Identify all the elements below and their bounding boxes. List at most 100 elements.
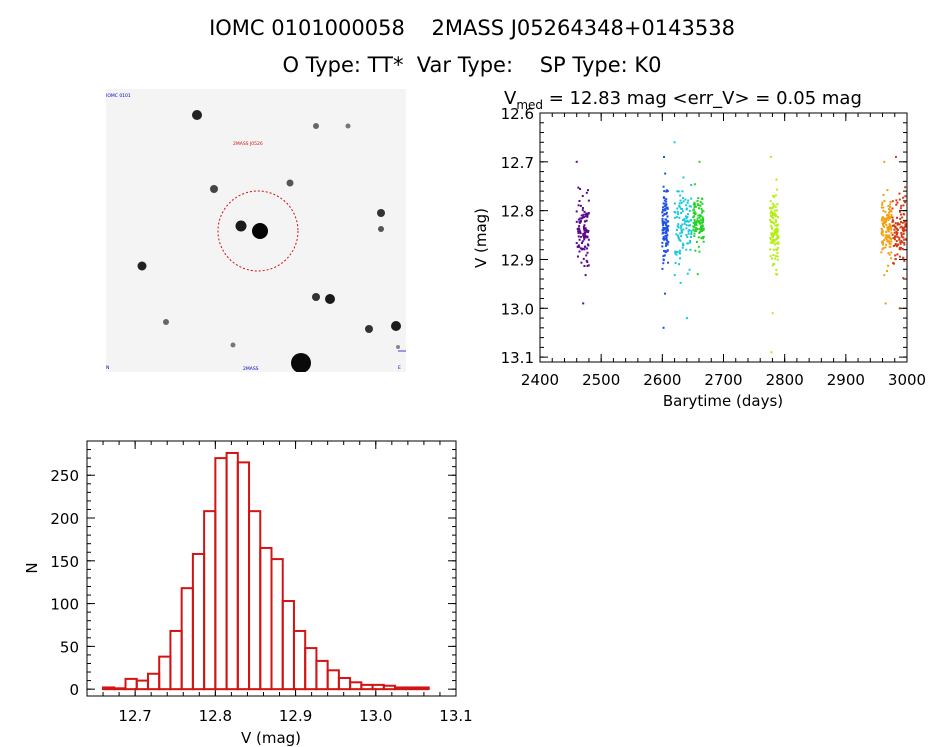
data-point xyxy=(661,267,664,270)
data-point xyxy=(896,223,899,226)
data-point xyxy=(693,203,696,206)
data-point xyxy=(777,242,780,245)
histogram-bar xyxy=(191,552,206,691)
data-point xyxy=(665,212,668,215)
data-point xyxy=(774,205,777,208)
data-point xyxy=(665,239,668,242)
data-point xyxy=(579,247,582,250)
data-point xyxy=(772,263,775,266)
data-point xyxy=(586,229,589,232)
data-point xyxy=(902,230,905,233)
data-point xyxy=(773,195,776,198)
data-point xyxy=(664,292,667,295)
data-point xyxy=(686,236,689,239)
data-point xyxy=(697,197,700,200)
data-point xyxy=(694,220,697,223)
data-point xyxy=(883,160,886,163)
data-point xyxy=(900,239,903,242)
data-point xyxy=(899,217,902,220)
x-tick-label: 13.0 xyxy=(359,707,392,725)
data-point xyxy=(581,247,584,250)
data-point xyxy=(773,240,776,243)
title-subscript: med xyxy=(516,98,543,112)
data-point xyxy=(882,206,885,209)
data-point xyxy=(666,240,669,243)
data-point xyxy=(887,236,890,239)
data-point xyxy=(664,227,667,230)
data-point xyxy=(576,255,579,258)
data-point xyxy=(891,207,894,210)
data-point xyxy=(774,238,777,241)
data-point xyxy=(880,251,883,254)
data-point xyxy=(885,243,888,246)
histogram-bar xyxy=(225,451,239,691)
data-point xyxy=(891,216,894,219)
data-point xyxy=(682,197,685,200)
histogram-bar xyxy=(416,686,430,691)
data-point xyxy=(667,225,670,228)
data-point xyxy=(682,243,685,246)
data-point xyxy=(697,236,700,239)
data-point xyxy=(584,227,587,230)
data-point xyxy=(885,236,888,239)
data-point xyxy=(774,254,777,257)
y-tick-label: 100 xyxy=(50,596,79,614)
data-point xyxy=(586,235,589,238)
histogram-bar xyxy=(203,510,217,691)
data-point xyxy=(685,224,688,227)
histogram-bar xyxy=(113,687,127,691)
data-point xyxy=(894,222,897,225)
data-point xyxy=(701,229,704,232)
data-point xyxy=(681,223,684,226)
data-point xyxy=(681,207,684,210)
data-point xyxy=(578,228,581,231)
data-point xyxy=(776,224,779,227)
data-point xyxy=(701,209,704,212)
data-point xyxy=(773,243,776,246)
data-point xyxy=(702,227,705,230)
data-point xyxy=(887,215,890,218)
data-point xyxy=(890,228,893,231)
data-point xyxy=(689,224,692,227)
data-point xyxy=(576,245,579,248)
data-point xyxy=(693,219,696,222)
data-point xyxy=(585,230,588,233)
histogram-bar xyxy=(180,587,194,691)
histogram-bar xyxy=(236,461,251,691)
data-point xyxy=(663,209,666,212)
histogram-bar xyxy=(124,677,138,691)
data-point xyxy=(662,206,665,209)
data-point xyxy=(662,185,665,188)
data-point xyxy=(577,218,580,221)
data-point xyxy=(701,219,704,222)
stamp-label-bottom-left: N xyxy=(106,365,109,371)
data-point xyxy=(682,219,685,222)
data-point xyxy=(770,226,773,229)
data-point xyxy=(771,264,774,267)
data-point xyxy=(701,224,704,227)
data-point xyxy=(678,216,681,219)
data-point xyxy=(582,225,585,228)
data-point xyxy=(693,235,696,238)
data-point xyxy=(688,229,691,232)
data-point xyxy=(771,312,774,315)
data-point xyxy=(661,217,664,220)
data-point xyxy=(684,198,687,201)
data-point xyxy=(894,242,897,245)
data-point xyxy=(679,257,682,260)
data-point xyxy=(770,257,773,260)
data-point xyxy=(583,216,586,219)
data-point xyxy=(769,207,772,210)
data-point xyxy=(883,218,886,221)
x-tick-label: 2900 xyxy=(827,371,865,389)
data-point xyxy=(904,195,907,198)
y-tick-label: 12.8 xyxy=(501,203,534,221)
data-point xyxy=(692,203,695,206)
histogram-bar xyxy=(158,655,172,691)
data-point xyxy=(675,216,678,219)
data-point xyxy=(665,198,668,201)
data-point xyxy=(685,220,688,223)
y-tick-label: 13.1 xyxy=(501,349,534,367)
data-point xyxy=(890,227,893,230)
data-point xyxy=(693,202,696,205)
